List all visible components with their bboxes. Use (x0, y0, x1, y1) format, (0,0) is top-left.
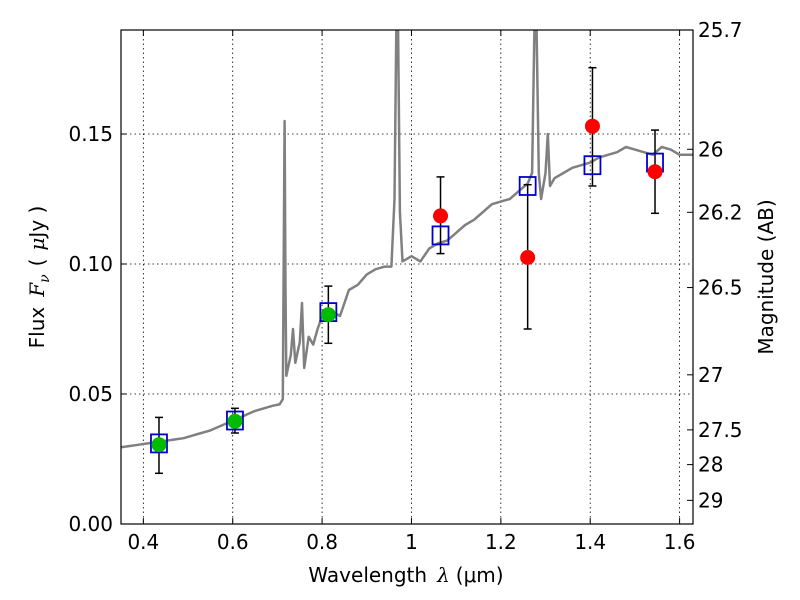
plot-frame (120, 29, 694, 525)
nir-flux-point (584, 118, 600, 134)
y2-tick-label: 26 (698, 137, 723, 161)
model-flux-square (226, 410, 244, 431)
optical-flux-point (227, 413, 243, 429)
optical-flux-point (151, 437, 167, 453)
x-tick-label: 1.6 (664, 530, 696, 554)
nir-flux-point (647, 164, 663, 180)
y-tick-label: 0.00 (68, 512, 113, 536)
model-flux-square (583, 155, 602, 176)
model-flux-square (518, 176, 537, 196)
y2-tick-label: 26.5 (698, 276, 743, 300)
x-tick-label: 0.6 (217, 530, 249, 554)
optical-flux-point (320, 307, 336, 323)
y2-tick-label: 27 (698, 363, 723, 387)
model-flux-square (150, 433, 168, 454)
y2-tick-label: 25.7 (698, 18, 743, 42)
y-tick-label: 0.10 (68, 252, 113, 276)
x-axis-label: Wavelength λ (μm) (308, 563, 503, 587)
x-tick-label: 1.2 (485, 530, 517, 554)
model-spectrum (121, 30, 693, 449)
grid-lines (121, 30, 693, 524)
y-tick-label: 0.15 (68, 122, 113, 146)
axes: 0.4 0.6 0.8 1 1.2 1.4 1.6 0.00 0.05 0.10 0.15 25.7 2… (68, 18, 742, 554)
y2-tick-label: 29 (698, 488, 723, 512)
data-series (150, 66, 664, 475)
y-tick-label: 0.05 (68, 382, 113, 406)
x-tick-label: 0.8 (306, 530, 338, 554)
x-tick-label: 0.4 (127, 530, 159, 554)
spectrum-line (121, 30, 693, 449)
model-flux-square (431, 225, 450, 246)
y2-tick-label: 28 (698, 453, 723, 477)
plot-area (121, 30, 693, 475)
x-tick-label: 1.4 (574, 530, 606, 554)
nir-flux-point (433, 208, 449, 224)
y2-axis-label: Magnitude (AB) (754, 199, 778, 354)
y-axis-label: FluxFν(μJy ) (25, 206, 53, 349)
x-tick-label: 1 (405, 530, 418, 554)
y2-tick-label: 26.2 (698, 200, 743, 224)
y2-tick-label: 27.5 (698, 418, 743, 442)
nir-flux-point (520, 250, 536, 265)
